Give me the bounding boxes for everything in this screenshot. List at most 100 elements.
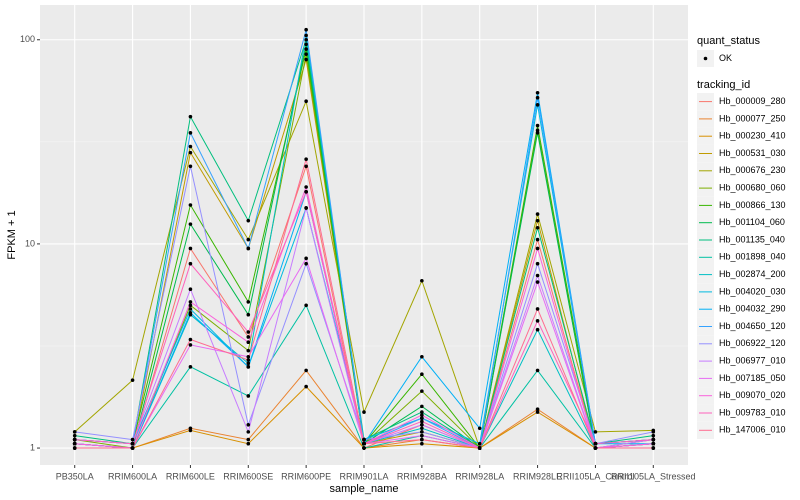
x-tick-label: RRIM928BA xyxy=(397,471,447,481)
legend-label: Hb_009070_020 xyxy=(719,390,786,400)
data-point xyxy=(246,218,251,223)
data-point xyxy=(188,222,193,226)
data-point xyxy=(246,437,251,442)
data-point xyxy=(304,52,308,56)
data-point xyxy=(72,446,77,450)
y-tick-label: 100 xyxy=(20,34,35,44)
data-point xyxy=(535,218,540,223)
data-point xyxy=(246,441,251,446)
data-point xyxy=(246,348,251,353)
data-point xyxy=(535,95,540,100)
legend-label: Hb_006922_120 xyxy=(719,338,786,348)
data-point xyxy=(477,441,482,446)
data-point xyxy=(593,441,598,446)
data-point xyxy=(188,144,193,149)
data-point xyxy=(246,246,251,251)
data-point xyxy=(130,437,135,442)
data-point xyxy=(304,261,308,266)
data-point xyxy=(246,340,251,344)
legend-label: Hb_000680_060 xyxy=(719,182,786,192)
data-point xyxy=(651,437,656,442)
data-point xyxy=(535,131,540,135)
data-point xyxy=(246,394,251,398)
data-point xyxy=(420,419,424,424)
data-point xyxy=(420,278,424,283)
data-point xyxy=(593,430,598,434)
data-point xyxy=(362,437,366,442)
data-point xyxy=(188,307,193,311)
data-point xyxy=(130,446,135,450)
legend-label: Hb_000531_030 xyxy=(719,148,786,158)
data-point xyxy=(188,203,193,207)
data-point xyxy=(535,307,540,311)
x-tick-label: RRIM600PE xyxy=(281,471,331,481)
data-point xyxy=(304,33,308,38)
data-point xyxy=(593,446,598,450)
y-tick-label: 1 xyxy=(30,442,35,452)
legend-label: Hb_000866_130 xyxy=(719,200,786,210)
x-tick-label: RRII105LA_Control xyxy=(556,471,634,481)
data-point xyxy=(304,303,308,308)
data-point xyxy=(535,237,540,242)
data-point xyxy=(188,300,193,304)
data-point xyxy=(420,389,424,393)
data-point xyxy=(535,261,540,266)
data-point xyxy=(420,372,424,377)
data-point xyxy=(420,430,424,434)
legend-point xyxy=(703,56,708,61)
data-point xyxy=(246,430,251,434)
data-point xyxy=(304,164,308,169)
x-tick-label: RRIM600SE xyxy=(223,471,273,481)
data-point xyxy=(304,47,308,51)
data-point xyxy=(304,157,308,161)
data-point xyxy=(420,426,424,431)
data-point xyxy=(535,319,540,323)
data-point xyxy=(420,437,424,442)
legend-label: Hb_001898_040 xyxy=(719,252,786,262)
data-point xyxy=(188,428,193,433)
data-point xyxy=(188,131,193,135)
x-tick-label: RRIM600LE xyxy=(166,471,215,481)
legend-label: Hb_007185_050 xyxy=(719,373,786,383)
x-tick-label: RRIM901LA xyxy=(339,471,388,481)
data-point xyxy=(651,433,656,438)
legend-label: Hb_004650_120 xyxy=(719,321,786,331)
data-point xyxy=(188,246,193,251)
data-point xyxy=(420,422,424,427)
data-point xyxy=(420,404,424,409)
data-point xyxy=(304,42,308,47)
legend-label: Hb_006977_010 xyxy=(719,355,786,365)
data-point xyxy=(188,164,193,169)
data-point xyxy=(246,312,251,317)
data-point xyxy=(304,368,308,373)
data-point xyxy=(535,128,540,133)
legend-label: Hb_000009_280 xyxy=(719,96,786,106)
data-point xyxy=(535,273,540,278)
data-point xyxy=(362,410,366,414)
data-point xyxy=(188,365,193,369)
x-tick-label: RRII105LA_Stressed xyxy=(611,471,696,481)
legend-label: OK xyxy=(719,53,732,63)
data-point xyxy=(535,280,540,284)
data-point xyxy=(188,114,193,119)
data-point xyxy=(304,37,308,42)
legend-label: Hb_001135_040 xyxy=(719,234,785,244)
data-point xyxy=(651,441,656,446)
data-point xyxy=(304,99,308,104)
legend-title: quant_status xyxy=(697,35,760,47)
data-point xyxy=(246,358,251,362)
legend-label: Hb_000230_410 xyxy=(719,131,786,141)
data-point xyxy=(420,416,424,421)
x-tick-label: PB350LA xyxy=(56,471,94,481)
legend-label: Hb_001104_060 xyxy=(719,217,785,227)
data-point xyxy=(304,206,308,210)
data-point xyxy=(246,330,251,334)
legend-label: Hb_000077_250 xyxy=(719,113,786,123)
legend-label: Hb_004020_030 xyxy=(719,286,786,296)
data-point xyxy=(72,437,77,442)
data-point xyxy=(246,237,251,242)
data-point xyxy=(246,361,251,366)
legend-label: Hb_009783_010 xyxy=(719,407,786,417)
data-point xyxy=(535,90,540,95)
data-point xyxy=(535,103,540,107)
